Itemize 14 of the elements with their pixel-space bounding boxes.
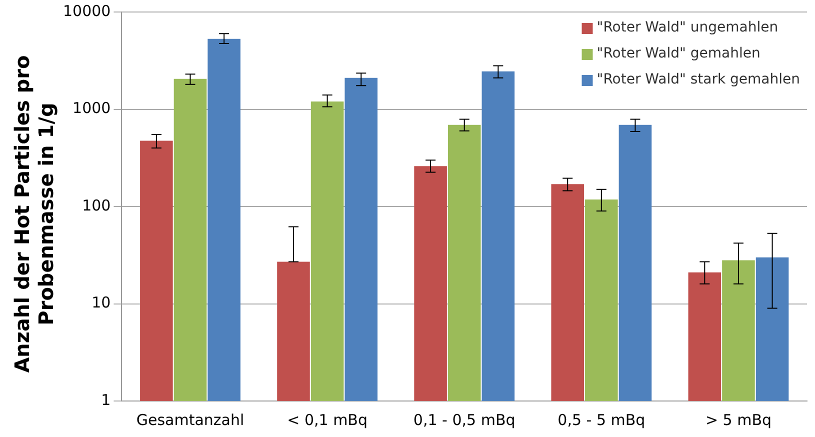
y-tick-label: 10000 xyxy=(63,2,111,20)
x-tick-label: Gesamtanzahl xyxy=(136,410,244,429)
legend-label: "Roter Wald" stark gemahlen xyxy=(596,72,800,88)
x-tick-label: < 0,1 mBq xyxy=(287,410,368,429)
y-tick-label: 1 xyxy=(101,390,111,409)
x-tick-label: > 5 mBq xyxy=(705,410,772,429)
x-tick-label: 0,1 - 0,5 mBq xyxy=(413,410,516,429)
y-axis-title: Anzahl der Hot Particles pro Probenmasse in 1/g xyxy=(10,54,58,375)
y-tick-label: 1000 xyxy=(72,99,111,118)
x-tick-label: 0,5 - 5 mBq xyxy=(558,410,646,429)
legend-label: "Roter Wald" ungemahlen xyxy=(596,20,778,36)
y-tick-label: 10 xyxy=(92,294,111,312)
legend-label: "Roter Wald" gemahlen xyxy=(596,46,760,62)
y-tick-label: 100 xyxy=(82,196,111,214)
